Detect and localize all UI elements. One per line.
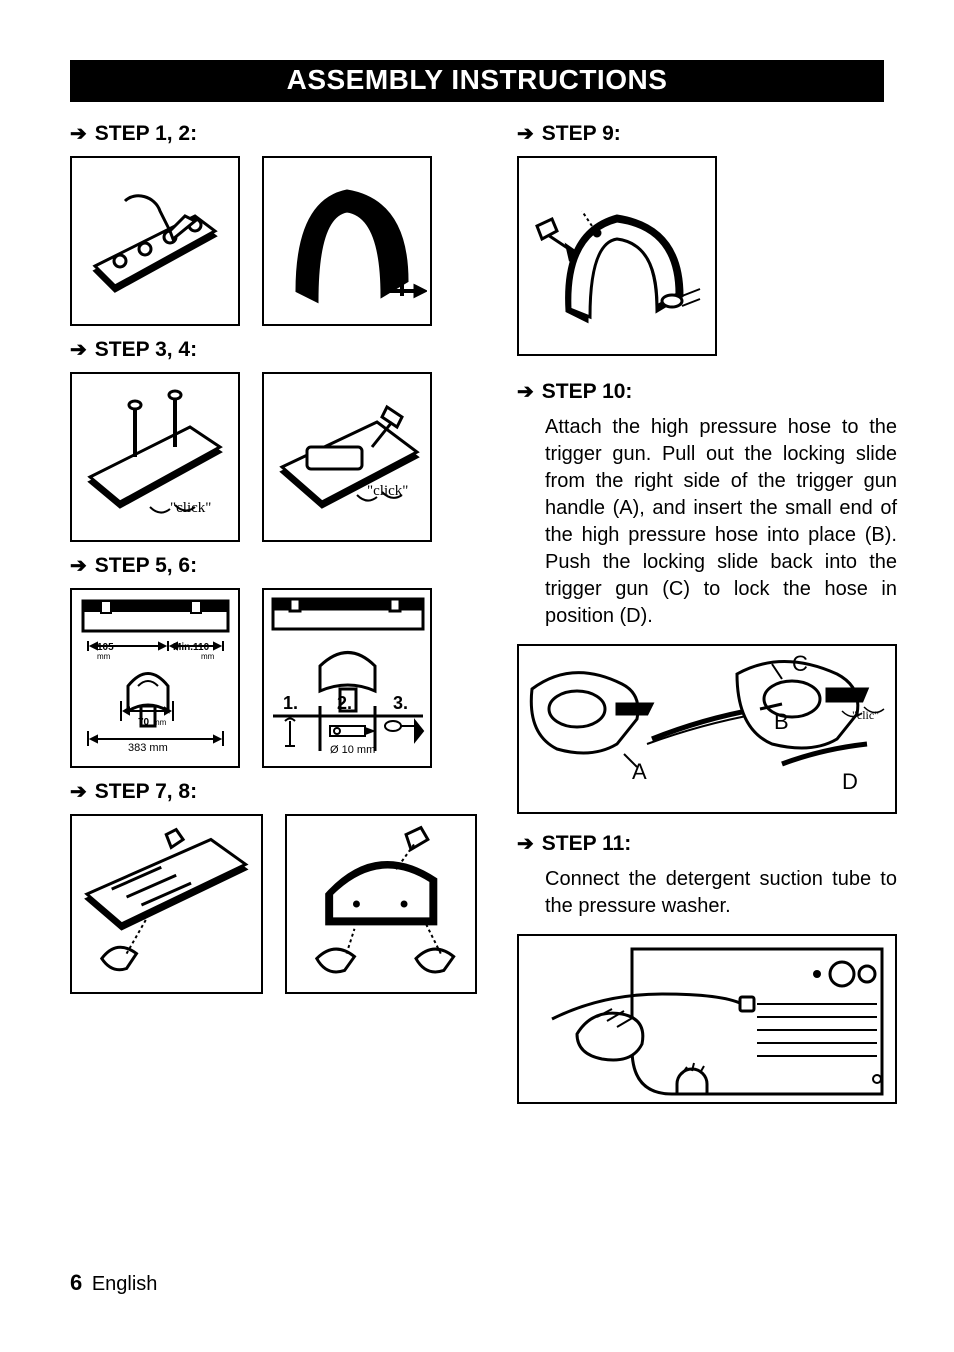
svg-text:mm: mm <box>97 652 111 661</box>
svg-text:3.: 3. <box>393 693 408 713</box>
arrow-icon: ➔ <box>517 834 534 854</box>
step6-figure: 1. 2. 3. Ø 10 mm <box>262 588 432 768</box>
step-9-label: STEP 9: <box>542 122 621 146</box>
right-column: ➔ STEP 9: <box>517 110 897 1104</box>
page-footer: 6 English <box>70 1270 157 1296</box>
arrow-icon: ➔ <box>70 556 87 576</box>
step-1-2-head: ➔ STEP 1, 2: <box>70 122 477 146</box>
step-9-head: ➔ STEP 9: <box>517 122 897 146</box>
svg-text:"clic": "clic" <box>852 708 879 722</box>
step-10-text: Attach the high pressure hose to the tri… <box>517 414 897 630</box>
svg-text:A: A <box>632 759 647 784</box>
left-column: ➔ STEP 1, 2: <box>70 110 477 1104</box>
step-1-2-label: STEP 1, 2: <box>95 122 197 146</box>
step2-figure <box>262 156 432 326</box>
svg-text:1.: 1. <box>283 693 298 713</box>
step3-figure: "click" <box>70 372 240 542</box>
svg-text:Ø 10 mm: Ø 10 mm <box>330 744 375 756</box>
svg-text:70: 70 <box>138 717 150 728</box>
arrow-icon: ➔ <box>70 340 87 360</box>
step11-figure <box>517 934 897 1104</box>
arrow-icon: ➔ <box>517 124 534 144</box>
click-label: "click" <box>170 500 211 516</box>
step8-figure <box>285 814 478 994</box>
svg-text:mm: mm <box>201 652 215 661</box>
step-11-label: STEP 11: <box>542 832 632 856</box>
step-7-8-head: ➔ STEP 7, 8: <box>70 780 477 804</box>
step-10-label: STEP 10: <box>542 380 633 404</box>
step5-figure: 105 mm Min.110 mm 70 mm 383 mm <box>70 588 240 768</box>
svg-text:2.: 2. <box>337 693 352 713</box>
svg-text:mm: mm <box>153 718 167 727</box>
step-3-4-head: ➔ STEP 3, 4: <box>70 338 477 362</box>
step-11-text: Connect the detergent suction tube to th… <box>517 866 897 920</box>
step-3-4-label: STEP 3, 4: <box>95 338 197 362</box>
svg-text:C: C <box>792 651 808 676</box>
step-11-head: ➔ STEP 11: <box>517 832 897 856</box>
page-language: English <box>92 1273 158 1295</box>
svg-text:B: B <box>774 709 789 734</box>
step-5-6-label: STEP 5, 6: <box>95 554 197 578</box>
step-10-head: ➔ STEP 10: <box>517 380 897 404</box>
svg-text:D: D <box>842 769 858 794</box>
svg-text:383 mm: 383 mm <box>128 742 168 754</box>
arrow-icon: ➔ <box>517 382 534 402</box>
arrow-icon: ➔ <box>70 782 87 802</box>
arrow-icon: ➔ <box>70 124 87 144</box>
step9-figure <box>517 156 717 356</box>
step7-figure <box>70 814 263 994</box>
section-banner: ASSEMBLY INSTRUCTIONS <box>70 60 884 102</box>
step4-figure: "click" <box>262 372 432 542</box>
step-5-6-head: ➔ STEP 5, 6: <box>70 554 477 578</box>
page-number: 6 <box>70 1270 82 1295</box>
step-7-8-label: STEP 7, 8: <box>95 780 197 804</box>
step10-figure: A B C D "clic" <box>517 644 897 814</box>
step1-figure <box>70 156 240 326</box>
